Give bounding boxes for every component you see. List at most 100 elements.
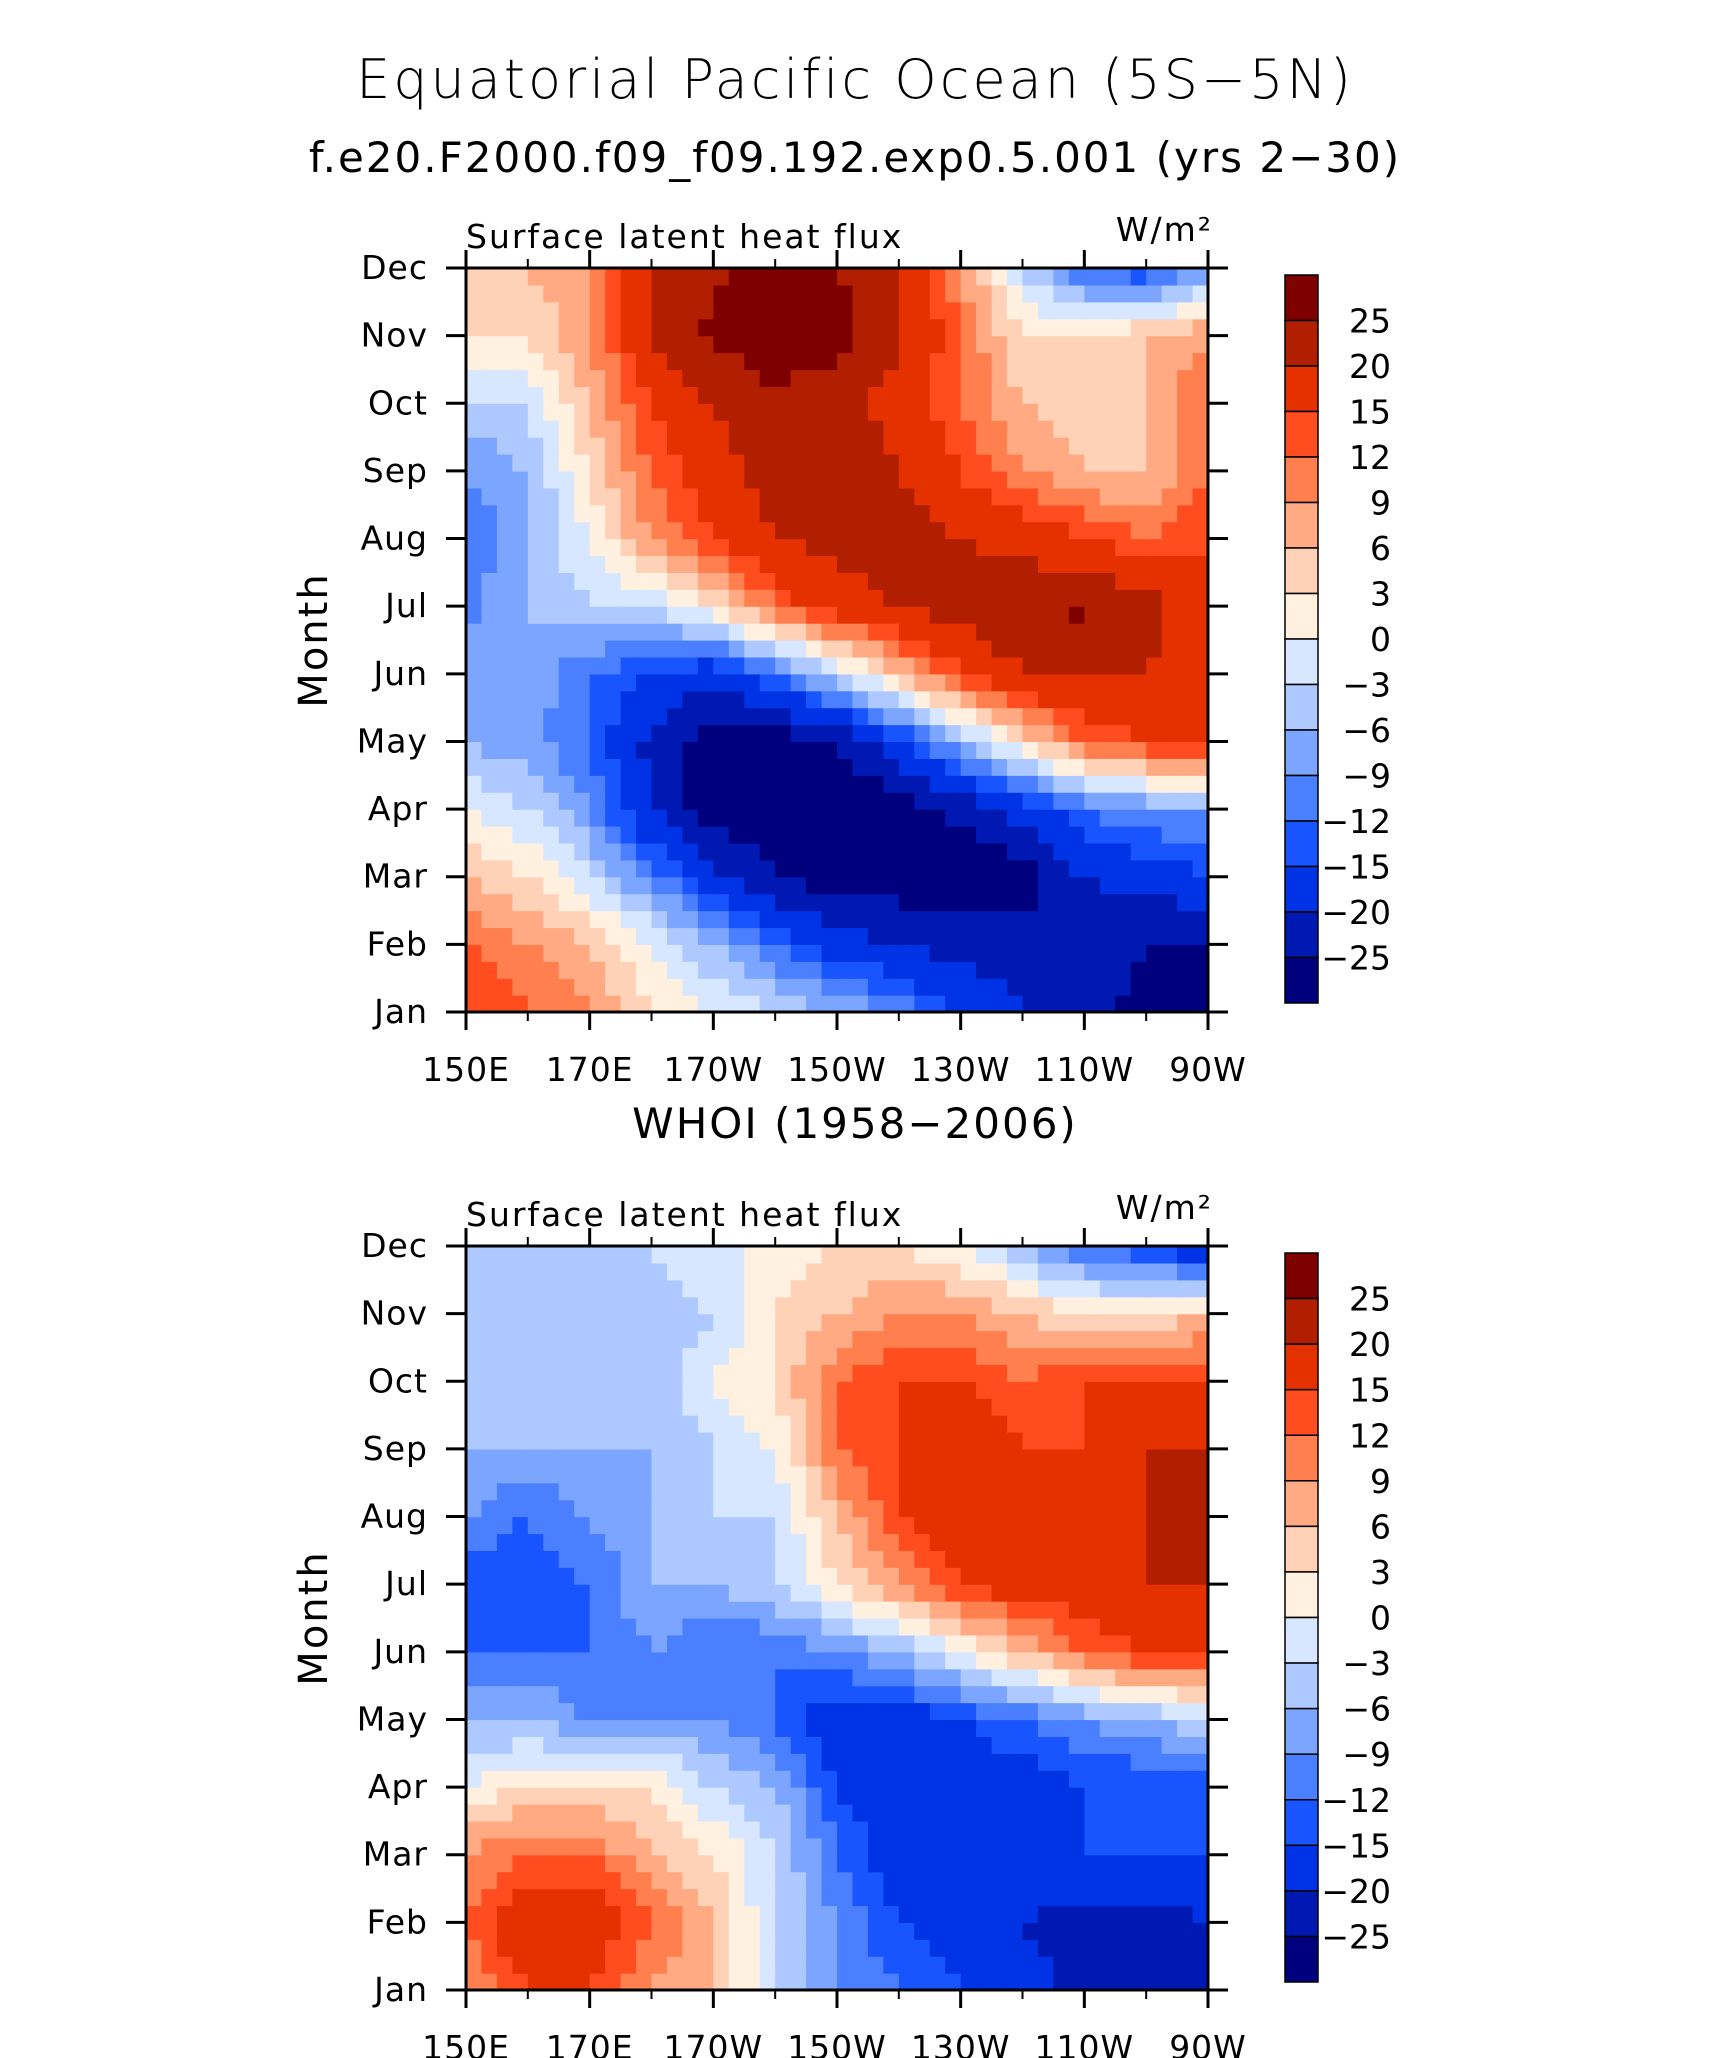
heatmap-cell [666, 1787, 684, 1805]
heatmap-cell [929, 876, 946, 895]
heatmap-cell [728, 1888, 745, 1907]
heatmap-cell [605, 1685, 622, 1704]
heatmap-cell [1053, 1601, 1070, 1619]
heatmap-cell [1161, 1432, 1178, 1450]
heatmap-cell [775, 301, 792, 320]
heatmap-cell [620, 268, 637, 286]
heatmap-cell [1192, 386, 1209, 404]
heatmap-cell [527, 1634, 544, 1653]
heatmap-cell [558, 1550, 575, 1568]
heatmap-cell [806, 1448, 823, 1467]
heatmap-cell [837, 623, 854, 641]
heatmap-cell [466, 1854, 483, 1873]
heatmap-cell [929, 792, 946, 810]
heatmap-cell [1115, 910, 1132, 929]
heatmap-cell [605, 1736, 622, 1754]
heatmap-cell [914, 1820, 931, 1839]
heatmap-cell [1068, 995, 1085, 1013]
heatmap-cell [1084, 1837, 1101, 1856]
heatmap-cell [1007, 1246, 1024, 1264]
heatmap-cell [898, 1601, 915, 1619]
heatmap-cell [1037, 1685, 1055, 1704]
heatmap-cell [481, 1432, 498, 1450]
heatmap-cell [682, 606, 699, 624]
heatmap-cell [1146, 1804, 1163, 1822]
heatmap-cell [697, 1262, 714, 1281]
heatmap-cell [574, 284, 591, 303]
heatmap-cell [1084, 454, 1101, 472]
heatmap-cell [1068, 1888, 1085, 1907]
heatmap-cell [914, 318, 931, 337]
heatmap-cell [790, 910, 807, 929]
heatmap-cell [1099, 1618, 1116, 1636]
heatmap-cell [744, 1651, 761, 1670]
heatmap-cell [1053, 1313, 1070, 1332]
heatmap-cell [867, 318, 884, 337]
heatmap-cell [1037, 1364, 1055, 1382]
heatmap-cell [1177, 961, 1194, 979]
heatmap-cell [496, 893, 513, 912]
heatmap-cell [697, 538, 714, 557]
heatmap-cell [1192, 1956, 1209, 1974]
heatmap-cell [620, 1448, 637, 1467]
heatmap-cell [1068, 910, 1085, 929]
heatmap-cell [1068, 1432, 1085, 1450]
heatmap-cell [1007, 1685, 1024, 1704]
heatmap-cell [651, 1956, 668, 1974]
heatmap-cell [1099, 1956, 1116, 1974]
heatmap-cell [682, 555, 699, 573]
heatmap-cell [713, 403, 730, 421]
heatmap-cell [527, 1601, 544, 1619]
heatmap-cell [976, 809, 993, 827]
heatmap-cell [1115, 961, 1132, 979]
heatmap-cell [682, 1567, 699, 1585]
heatmap-cell [496, 1364, 513, 1382]
heatmap-cell [589, 369, 606, 387]
heatmap-cell [806, 1516, 823, 1535]
heatmap-cell [837, 944, 854, 962]
heatmap-cell [481, 1448, 498, 1467]
heatmap-cell [527, 1448, 544, 1467]
heatmap-cell [512, 1516, 529, 1535]
heatmap-cell [806, 1634, 823, 1653]
heatmap-cell [914, 1871, 931, 1890]
heatmap-cell [821, 1685, 838, 1704]
heatmap-cell [867, 572, 884, 590]
heatmap-cell [1037, 572, 1055, 590]
heatmap-cell [821, 910, 838, 929]
heatmap-cell [682, 538, 699, 557]
heatmap-cell [1007, 1651, 1024, 1670]
heatmap-cell [728, 1770, 745, 1788]
heatmap-cell [960, 589, 977, 607]
heatmap-cell [744, 1550, 761, 1568]
heatmap-cell [713, 487, 730, 506]
heatmap-cell [558, 487, 575, 506]
heatmap-cell [821, 420, 838, 438]
heatmap-cell [1099, 1279, 1116, 1298]
heatmap-cell [744, 944, 761, 962]
heatmap-cell [852, 301, 869, 320]
heatmap-cell [682, 724, 699, 743]
heatmap-cell [496, 1702, 513, 1721]
heatmap-cell [496, 1804, 513, 1822]
heatmap-cell [898, 1381, 915, 1399]
heatmap-cell [466, 792, 483, 810]
heatmap-cell [481, 1634, 498, 1653]
heatmap-cell [883, 724, 900, 743]
heatmap-cell [697, 1770, 714, 1788]
heatmap-cell [1022, 707, 1039, 726]
heatmap-cell [1146, 1736, 1163, 1754]
heatmap-cell [1130, 504, 1147, 523]
heatmap-cell [960, 1601, 977, 1619]
heatmap-cell [496, 673, 513, 692]
heatmap-cell [991, 420, 1008, 438]
heatmap-cell [806, 1584, 823, 1602]
heatmap-cell [991, 1787, 1008, 1805]
heatmap-cell [682, 1837, 699, 1856]
heatmap-cell [1192, 809, 1209, 827]
heatmap-cell [759, 859, 776, 878]
heatmap-cell [852, 1432, 869, 1450]
heatmap-cell [744, 504, 761, 523]
heatmap-cell [589, 1888, 606, 1907]
heatmap-cell [574, 1634, 591, 1653]
